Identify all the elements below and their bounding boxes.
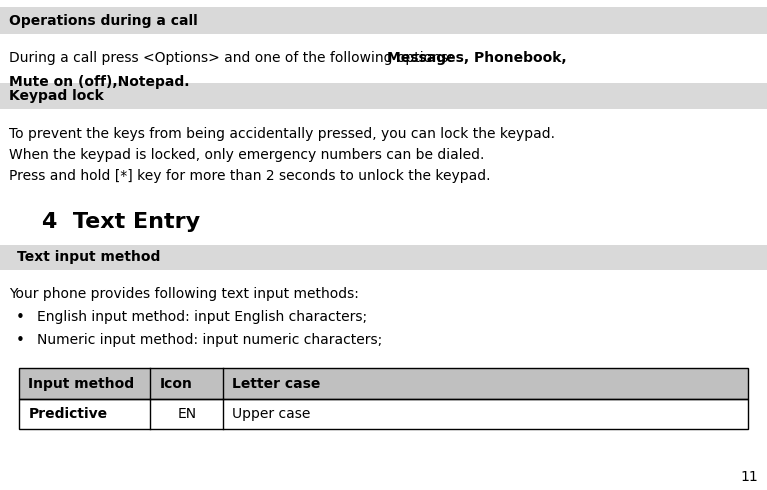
Text: 11: 11 xyxy=(740,470,758,484)
Text: •: • xyxy=(15,333,25,348)
Text: Upper case: Upper case xyxy=(232,407,311,421)
FancyBboxPatch shape xyxy=(19,368,748,399)
FancyBboxPatch shape xyxy=(19,399,748,429)
Text: Text input method: Text input method xyxy=(17,250,160,264)
Text: Messages, Phonebook,: Messages, Phonebook, xyxy=(387,51,567,66)
FancyBboxPatch shape xyxy=(0,83,767,109)
Text: Numeric input method: input numeric characters;: Numeric input method: input numeric char… xyxy=(37,333,382,347)
Text: Mute on (off),Notepad.: Mute on (off),Notepad. xyxy=(9,75,189,89)
Text: When the keypad is locked, only emergency numbers can be dialed.: When the keypad is locked, only emergenc… xyxy=(9,148,485,162)
Text: Operations during a call: Operations during a call xyxy=(9,14,198,27)
Text: Letter case: Letter case xyxy=(232,377,321,391)
Text: English input method: input English characters;: English input method: input English char… xyxy=(37,310,367,324)
Text: Your phone provides following text input methods:: Your phone provides following text input… xyxy=(9,287,359,301)
Text: Input method: Input method xyxy=(28,377,134,391)
Text: Press and hold [*] key for more than 2 seconds to unlock the keypad.: Press and hold [*] key for more than 2 s… xyxy=(9,169,491,183)
Text: During a call press <Options> and one of the following options:: During a call press <Options> and one of… xyxy=(9,51,457,66)
Text: To prevent the keys from being accidentally pressed, you can lock the keypad.: To prevent the keys from being accidenta… xyxy=(9,127,555,142)
Text: Predictive: Predictive xyxy=(28,407,107,421)
FancyBboxPatch shape xyxy=(0,7,767,34)
Text: 4  Text Entry: 4 Text Entry xyxy=(42,212,200,232)
Text: Icon: Icon xyxy=(160,377,193,391)
Text: •: • xyxy=(15,310,25,325)
Text: Keypad lock: Keypad lock xyxy=(9,89,104,102)
Text: EN: EN xyxy=(177,407,196,421)
FancyBboxPatch shape xyxy=(0,245,767,270)
